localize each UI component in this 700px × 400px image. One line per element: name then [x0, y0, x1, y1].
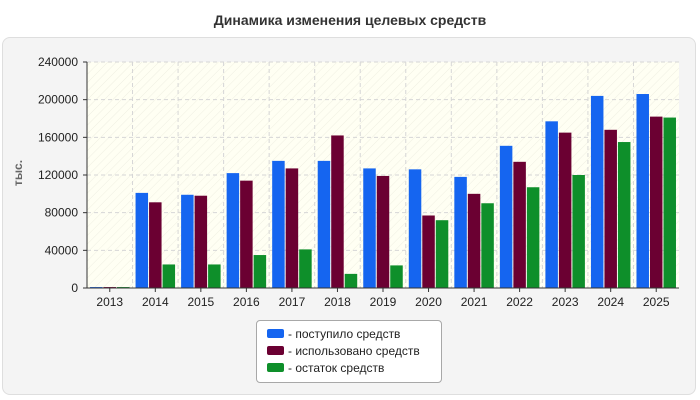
bar-2020-s3 — [435, 220, 449, 288]
legend-item-1: - поступило средств — [267, 325, 441, 342]
legend-swatch — [267, 363, 284, 372]
x-tick-label: 2015 — [187, 295, 214, 309]
bar-2016-s3 — [253, 255, 267, 288]
bar-2024-s1 — [590, 95, 604, 289]
y-tick-label: 40000 — [45, 243, 79, 257]
x-tick-label: 2013 — [96, 295, 123, 309]
x-tick-label: 2016 — [233, 295, 260, 309]
x-tick-label: 2024 — [597, 295, 624, 309]
bar-2015-s1 — [181, 194, 194, 288]
bar-2025-s2 — [649, 116, 663, 288]
chart-legend: - поступило средств - использовано средст… — [256, 320, 442, 383]
bar-2020-s1 — [408, 169, 422, 288]
bar-2021-s2 — [467, 193, 481, 288]
legend-label: - использовано средств — [288, 343, 420, 358]
bar-2015-s2 — [194, 195, 208, 288]
bar-2017-s2 — [285, 168, 299, 288]
x-tick-label: 2017 — [279, 295, 306, 309]
bar-2022-s3 — [526, 187, 540, 288]
legend-label: - поступило средств — [288, 326, 401, 341]
legend-item-3: - остаток средств — [267, 359, 441, 376]
bar-2015-s3 — [208, 264, 221, 288]
legend-swatch — [267, 329, 284, 338]
bar-2025-s1 — [636, 94, 649, 289]
bar-2020-s2 — [422, 215, 435, 288]
y-tick-label: 160000 — [38, 130, 78, 144]
y-tick-label: 0 — [71, 281, 78, 295]
chart-title: Динамика изменения целевых средств — [213, 12, 487, 28]
x-tick-label: 2020 — [415, 295, 442, 309]
bar-2019-s1 — [363, 168, 376, 288]
bar-2016-s1 — [226, 173, 240, 288]
legend-label: - остаток средств — [288, 360, 385, 375]
x-tick-label: 2022 — [506, 295, 533, 309]
bar-2018-s3 — [344, 273, 358, 288]
bar-2018-s2 — [331, 135, 344, 288]
bar-2017-s3 — [299, 249, 312, 288]
x-tick-label: 2014 — [142, 295, 169, 309]
bar-2014-s2 — [149, 202, 162, 288]
bar-2021-s3 — [481, 203, 494, 288]
y-tick-label: 120000 — [38, 168, 78, 182]
bar-2018-s1 — [317, 160, 331, 288]
bar-2022-s1 — [499, 145, 513, 288]
bar-2021-s1 — [454, 176, 467, 288]
bar-2024-s3 — [617, 142, 631, 288]
legend-swatch — [267, 346, 284, 355]
bar-2023-s2 — [558, 132, 572, 288]
y-tick-label: 200000 — [38, 93, 78, 107]
x-tick-label: 2021 — [461, 295, 488, 309]
bar-2022-s2 — [513, 161, 526, 288]
x-tick-label: 2025 — [643, 295, 670, 309]
bar-2019-s2 — [376, 175, 390, 288]
y-tick-label: 240000 — [38, 55, 78, 69]
y-tick-label: 80000 — [45, 206, 79, 220]
bar-2019-s3 — [390, 265, 403, 288]
bar-2016-s2 — [240, 180, 253, 288]
bar-2025-s3 — [663, 117, 676, 288]
bar-2024-s2 — [604, 129, 617, 288]
x-tick-label: 2018 — [324, 295, 351, 309]
x-tick-label: 2023 — [552, 295, 579, 309]
bar-2014-s3 — [162, 264, 176, 288]
y-axis-label: тыс. — [11, 160, 25, 186]
x-tick-label: 2019 — [370, 295, 397, 309]
bar-2017-s1 — [272, 160, 285, 288]
bar-2023-s1 — [545, 121, 558, 288]
legend-item-2: - использовано средств — [267, 342, 441, 359]
bar-2014-s1 — [135, 192, 149, 288]
bar-2023-s3 — [572, 175, 585, 288]
